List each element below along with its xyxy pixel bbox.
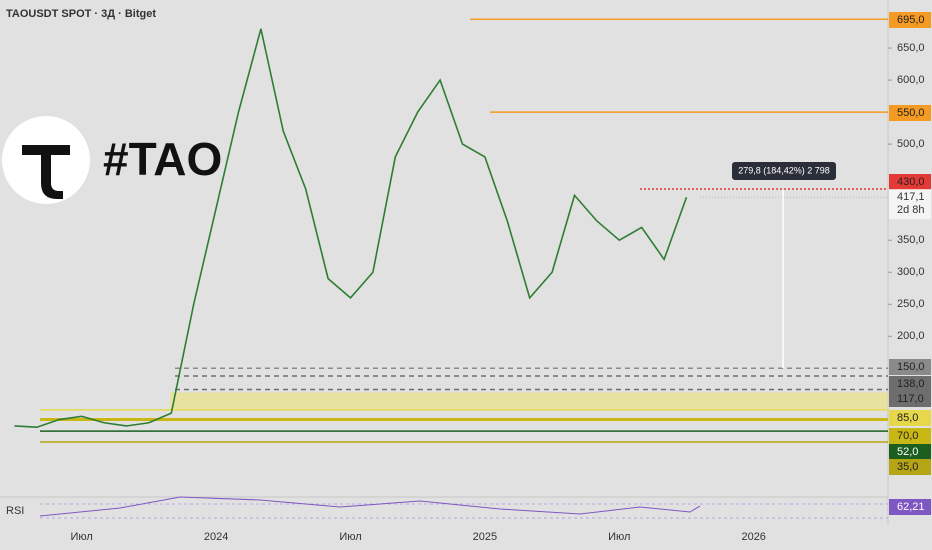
last-price-label: 417,1 [897,191,925,203]
y-tick-label: 650,0 [897,42,925,54]
level-label: 117,0 [897,393,924,405]
level-badge [889,391,931,407]
x-tick-label: 2026 [741,531,765,543]
rsi-name: RSI [6,505,24,517]
level-label: 138,0 [897,378,925,390]
x-tick-label: 2025 [473,531,497,543]
y-tick-label: 600,0 [897,74,925,86]
level-badge [889,174,931,190]
zone [170,392,888,410]
rsi-line [39,496,701,517]
x-tick-label: Июл [71,531,93,543]
countdown: 2d 8h [897,204,925,216]
level-badge [889,105,931,121]
last-price-badge [889,189,931,220]
logo-mark [22,145,70,199]
level-label: 70,0 [897,430,918,442]
rsi-label: 62,21 [897,501,925,513]
level-badge [889,410,931,426]
price-line [14,28,688,429]
x-tick-label: 2024 [204,531,228,543]
measure-badge [732,162,836,180]
level-badge [889,444,931,460]
level-label: 150,0 [897,361,925,373]
level-label: 52,0 [897,446,918,458]
rsi-badge [889,499,931,515]
y-tick-label: 250,0 [897,298,925,310]
y-tick-label: 200,0 [897,330,925,342]
x-tick-label: Июл [339,531,361,543]
level-label: 695,0 [897,14,925,26]
level-badge [889,12,931,28]
level-label: 430,0 [897,176,925,188]
y-tick-label: 300,0 [897,266,925,278]
measure-label: 279,8 (184,42%) 2 798 [738,165,830,175]
level-badge [889,376,931,392]
logo-text: #TAO [103,133,222,185]
level-badge [889,359,931,375]
y-tick-label: 350,0 [897,234,925,246]
level-label: 35,0 [897,461,918,473]
level-badge [889,459,931,475]
level-badge [889,428,931,444]
x-tick-label: Июл [608,531,630,543]
level-label: 550,0 [897,107,925,119]
level-label: 85,0 [897,412,918,424]
chart-title: TAOUSDT SPOT · 3Д · Bitget [6,8,156,20]
y-tick-label: 500,0 [897,138,925,150]
